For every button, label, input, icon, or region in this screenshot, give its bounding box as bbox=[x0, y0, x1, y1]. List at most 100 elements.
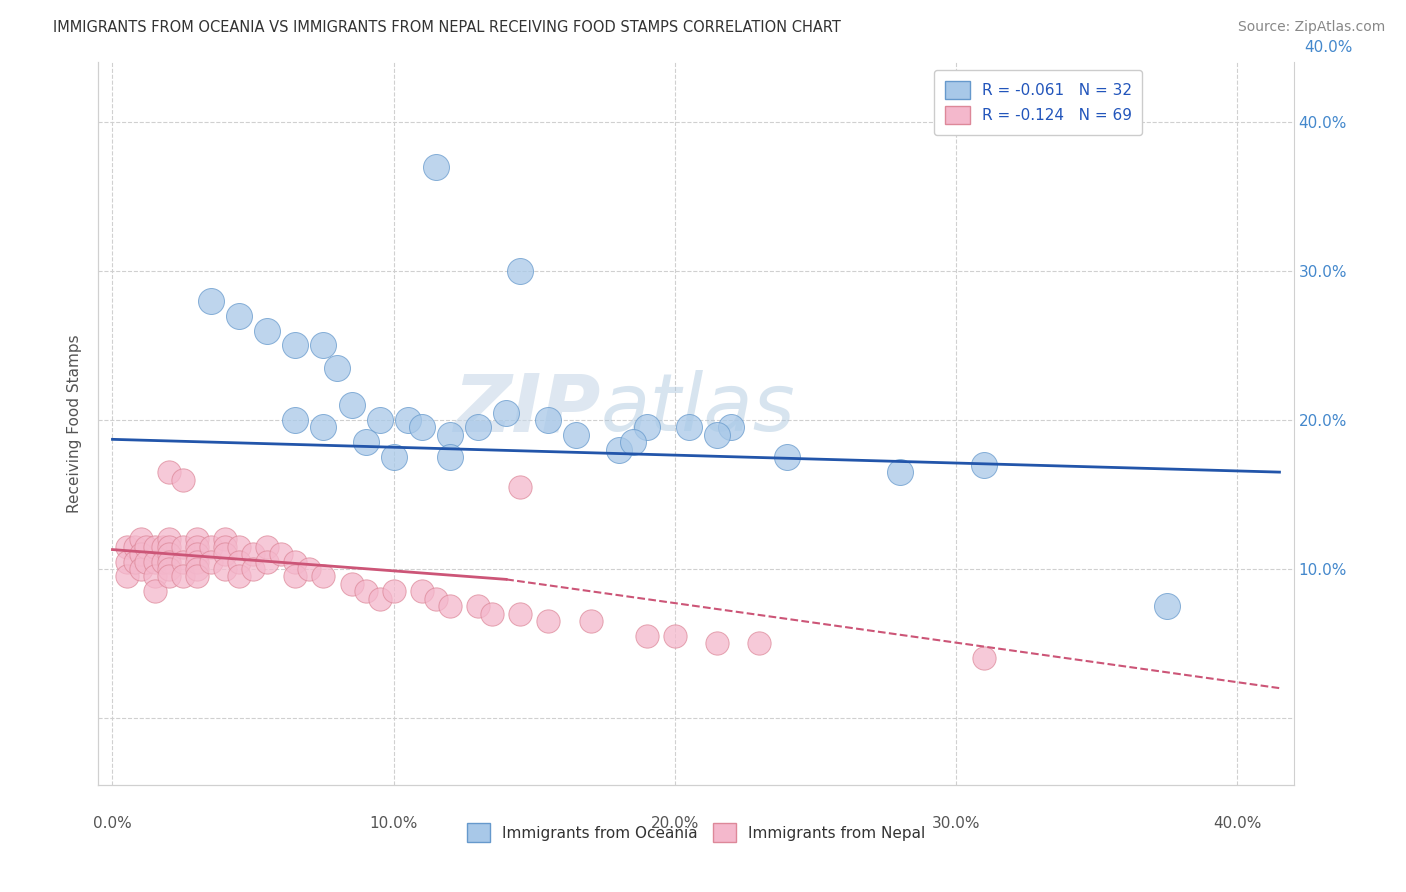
Point bbox=[256, 554, 278, 568]
Point bbox=[425, 160, 447, 174]
Point bbox=[312, 569, 335, 583]
Point bbox=[228, 554, 250, 568]
Point bbox=[214, 547, 236, 561]
Point bbox=[973, 458, 995, 472]
Point bbox=[467, 599, 489, 614]
Point bbox=[368, 591, 391, 606]
Point bbox=[186, 540, 208, 554]
Point bbox=[214, 562, 236, 576]
Point bbox=[312, 338, 335, 352]
Point bbox=[143, 584, 166, 599]
Point bbox=[565, 428, 588, 442]
Point bbox=[228, 540, 250, 554]
Point bbox=[537, 413, 560, 427]
Y-axis label: Receiving Food Stamps: Receiving Food Stamps bbox=[67, 334, 83, 513]
Point bbox=[214, 532, 236, 546]
Point bbox=[298, 562, 321, 576]
Point bbox=[129, 532, 152, 546]
Point bbox=[776, 450, 799, 465]
Text: IMMIGRANTS FROM OCEANIA VS IMMIGRANTS FROM NEPAL RECEIVING FOOD STAMPS CORRELATI: IMMIGRANTS FROM OCEANIA VS IMMIGRANTS FR… bbox=[53, 20, 841, 35]
Point bbox=[636, 629, 658, 643]
Point bbox=[382, 584, 405, 599]
Point bbox=[115, 569, 138, 583]
Point bbox=[186, 554, 208, 568]
Point bbox=[172, 569, 194, 583]
Text: 10.0%: 10.0% bbox=[370, 815, 418, 830]
Point bbox=[186, 532, 208, 546]
Text: 20.0%: 20.0% bbox=[651, 815, 699, 830]
Point bbox=[706, 428, 728, 442]
Point bbox=[425, 591, 447, 606]
Point bbox=[143, 569, 166, 583]
Point bbox=[256, 324, 278, 338]
Point bbox=[157, 532, 180, 546]
Point bbox=[115, 540, 138, 554]
Point bbox=[382, 450, 405, 465]
Point bbox=[124, 554, 146, 568]
Point bbox=[340, 577, 363, 591]
Point bbox=[157, 465, 180, 479]
Text: 40.0%: 40.0% bbox=[1305, 40, 1353, 55]
Point bbox=[354, 435, 377, 450]
Point bbox=[1156, 599, 1178, 614]
Point bbox=[200, 293, 222, 308]
Point bbox=[284, 569, 307, 583]
Point bbox=[284, 338, 307, 352]
Point bbox=[509, 264, 531, 278]
Point bbox=[706, 636, 728, 650]
Point bbox=[509, 480, 531, 494]
Text: atlas: atlas bbox=[600, 370, 796, 449]
Point bbox=[172, 554, 194, 568]
Point bbox=[495, 405, 517, 419]
Point bbox=[411, 584, 433, 599]
Point bbox=[214, 540, 236, 554]
Point bbox=[152, 540, 174, 554]
Text: 30.0%: 30.0% bbox=[932, 815, 980, 830]
Text: Source: ZipAtlas.com: Source: ZipAtlas.com bbox=[1237, 20, 1385, 34]
Point bbox=[228, 309, 250, 323]
Text: ZIP: ZIP bbox=[453, 370, 600, 449]
Point bbox=[664, 629, 686, 643]
Point bbox=[129, 547, 152, 561]
Point bbox=[186, 547, 208, 561]
Point bbox=[115, 554, 138, 568]
Point bbox=[172, 540, 194, 554]
Point bbox=[256, 540, 278, 554]
Point bbox=[973, 651, 995, 665]
Point bbox=[467, 420, 489, 434]
Point bbox=[242, 562, 264, 576]
Point bbox=[439, 428, 461, 442]
Point bbox=[228, 569, 250, 583]
Point bbox=[439, 450, 461, 465]
Point bbox=[129, 562, 152, 576]
Point bbox=[200, 540, 222, 554]
Point bbox=[368, 413, 391, 427]
Point bbox=[326, 360, 349, 375]
Point bbox=[481, 607, 503, 621]
Point bbox=[186, 569, 208, 583]
Point bbox=[579, 614, 602, 628]
Text: 0.0%: 0.0% bbox=[93, 815, 132, 830]
Point bbox=[720, 420, 742, 434]
Point bbox=[200, 554, 222, 568]
Point bbox=[889, 465, 911, 479]
Point bbox=[157, 540, 180, 554]
Legend: Immigrants from Oceania, Immigrants from Nepal: Immigrants from Oceania, Immigrants from… bbox=[460, 815, 932, 849]
Point bbox=[157, 547, 180, 561]
Point bbox=[312, 420, 335, 434]
Point bbox=[621, 435, 644, 450]
Point bbox=[284, 554, 307, 568]
Point bbox=[270, 547, 292, 561]
Point bbox=[396, 413, 419, 427]
Point bbox=[186, 562, 208, 576]
Point bbox=[157, 554, 180, 568]
Point bbox=[748, 636, 770, 650]
Point bbox=[354, 584, 377, 599]
Point bbox=[537, 614, 560, 628]
Point bbox=[340, 398, 363, 412]
Point bbox=[636, 420, 658, 434]
Point bbox=[284, 413, 307, 427]
Text: 40.0%: 40.0% bbox=[1213, 815, 1261, 830]
Point bbox=[157, 569, 180, 583]
Point bbox=[152, 554, 174, 568]
